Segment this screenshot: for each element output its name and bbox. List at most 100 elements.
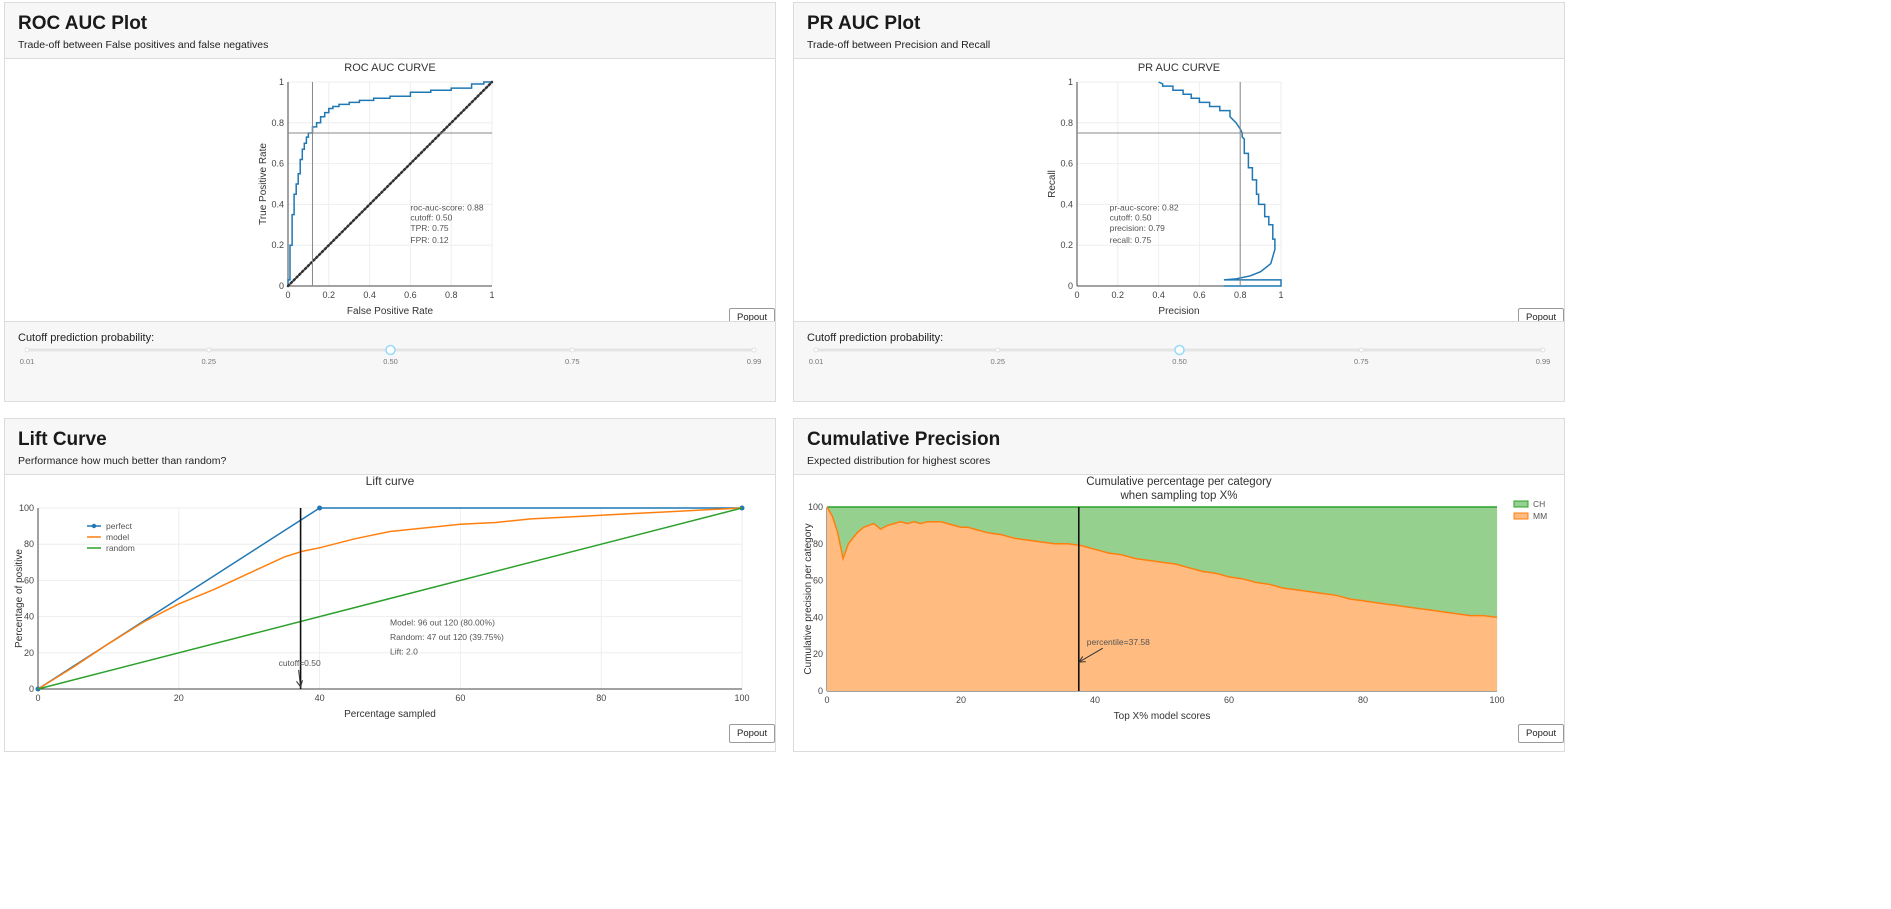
card-subtitle: Expected distribution for highest scores	[807, 455, 991, 467]
x-tick-label: 20	[174, 693, 184, 703]
line-MM	[826, 506, 1498, 619]
cutoff-slider[interactable]: 0.01 0.25 0.50 0.75 0.99	[794, 342, 1564, 392]
perfect-marker	[317, 505, 323, 511]
x-axis-label: False Positive Rate	[347, 306, 434, 317]
slider-dot	[206, 347, 212, 353]
lift-annotation: Lift: 2.0	[390, 647, 418, 657]
metric-annotation: cutoff: 0.50	[1110, 213, 1152, 223]
y-tick-label: 0.6	[271, 159, 284, 169]
roc-chart[interactable]: ROC AUC CURVE 0 0.2 0.4 0.6 0.8 1 0 0.2 0.4 0.6 0.8…	[5, 59, 775, 323]
x-tick-label: 0	[824, 695, 829, 705]
x-tick-label: 1	[1278, 290, 1283, 300]
legend-label: perfect	[106, 521, 133, 531]
pr-chart[interactable]: PR AUC CURVE 0 0.2 0.4 0.6 0.8 1 0 0.2 0.4 0.6 0.8 1…	[794, 59, 1564, 323]
x-tick-label: 80	[1358, 695, 1368, 705]
x-tick-label: 0.4	[1152, 290, 1165, 300]
x-tick-label: 0	[1074, 290, 1079, 300]
y-tick-label: 60	[24, 575, 34, 585]
lift-card: Lift Curve Performance how much better t…	[4, 418, 776, 752]
lift-chart[interactable]: Lift curve 0 20 40 60 80 100 0 20 40 60 80 100 Percen…	[5, 463, 775, 729]
metric-annotation: FPR: 0.12	[410, 235, 449, 245]
metric-annotation: pr-auc-score: 0.82	[1110, 203, 1179, 213]
slider-handle[interactable]	[385, 344, 396, 356]
y-tick-label: 0.8	[271, 118, 284, 128]
x-tick-label: 60	[455, 693, 465, 703]
y-tick-label: 0.6	[1060, 159, 1073, 169]
y-tick-label: 0.4	[1060, 199, 1073, 209]
y-tick-label: 80	[24, 539, 34, 549]
y-axis-label: True Positive Rate	[258, 143, 269, 225]
x-tick-label: 1	[489, 290, 494, 300]
lift-card-header: Lift Curve Performance how much better t…	[5, 419, 775, 475]
annotation-arrowhead	[1077, 656, 1086, 663]
slider-tick-label: 0.99	[747, 357, 762, 366]
y-tick-label: 100	[19, 503, 34, 513]
slider-dot	[569, 347, 575, 353]
x-tick-label: 0.6	[404, 290, 417, 300]
x-tick-label: 0.8	[1234, 290, 1247, 300]
slider-dot	[995, 347, 1001, 353]
cumulative-chart[interactable]: Cumulative percentage per category when s…	[794, 463, 1564, 729]
slider-tick-label: 0.50	[383, 357, 398, 366]
annotation-arrow	[298, 669, 302, 688]
card-title: Cumulative Precision	[807, 429, 1001, 450]
slider-tick-label: 0.01	[809, 357, 824, 366]
pr-card-header: PR AUC Plot Trade-off between Precision …	[794, 3, 1564, 59]
legend-marker	[91, 523, 97, 529]
popout-button[interactable]: Popout	[729, 724, 776, 743]
legend-label: MM	[1533, 511, 1547, 521]
cutoff-slider[interactable]: 0.01 0.25 0.50 0.75 0.99	[5, 342, 775, 392]
y-axis-label: Percentage of positive	[14, 549, 25, 648]
chart-title: ROC AUC CURVE	[344, 62, 435, 74]
popout-button[interactable]: Popout	[1518, 724, 1565, 743]
slider-dot	[813, 347, 819, 353]
slider-label: Cutoff prediction probability:	[18, 332, 155, 344]
x-axis-label: Precision	[1158, 306, 1199, 317]
card-title: Lift Curve	[18, 429, 107, 450]
x-axis-label: Percentage sampled	[344, 709, 436, 720]
slider-handle[interactable]	[1174, 344, 1185, 356]
card-subtitle: Performance how much better than random?	[18, 455, 227, 467]
x-tick-label: 60	[1224, 695, 1234, 705]
percentile-annotation: percentile=37.58	[1087, 637, 1150, 647]
metric-annotation: TPR: 0.75	[410, 223, 449, 233]
roc-card-header: ROC AUC Plot Trade-off between False pos…	[5, 3, 775, 59]
y-tick-label: 0.2	[1060, 240, 1073, 250]
x-tick-label: 0.2	[323, 290, 336, 300]
card-subtitle: Trade-off between False positives and fa…	[18, 39, 269, 51]
y-tick-label: 40	[813, 612, 823, 622]
slider-tick-label: 0.50	[1172, 357, 1187, 366]
chart-title: Lift curve	[366, 474, 415, 488]
annotation-arrowhead	[296, 680, 303, 689]
y-tick-label: 0	[29, 684, 34, 694]
metric-annotation: cutoff: 0.50	[410, 213, 452, 223]
pr-card: PR AUC Plot Trade-off between Precision …	[793, 2, 1565, 402]
slider-dot	[1358, 347, 1364, 353]
lift-series-random	[37, 507, 743, 690]
curve-series-1	[286, 80, 494, 288]
cumulative-card: Cumulative Precision Expected distributi…	[793, 418, 1565, 752]
x-axis-label: Top X% model scores	[1114, 711, 1211, 722]
slider-tick-label: 0.01	[20, 357, 35, 366]
x-tick-label: 0.2	[1112, 290, 1125, 300]
y-tick-label: 20	[813, 649, 823, 659]
legend-swatch	[1513, 500, 1529, 508]
legend-label: random	[106, 543, 135, 553]
x-tick-label: 0	[285, 290, 290, 300]
chart-title: PR AUC CURVE	[1138, 62, 1220, 74]
y-axis-label: Cumulative precision per category	[803, 523, 814, 674]
y-tick-label: 100	[808, 502, 823, 512]
y-tick-label: 0.2	[271, 240, 284, 250]
slider-panel: Cutoff prediction probability: 0.01 0.25 0…	[5, 321, 775, 401]
area-MM	[827, 507, 1497, 691]
legend-label: CH	[1533, 499, 1545, 509]
lift-annotation: Random: 47 out 120 (39.75%)	[390, 632, 504, 642]
y-tick-label: 0.4	[271, 199, 284, 209]
chart-subtitle: when sampling top X%	[1120, 490, 1238, 502]
y-axis-label: Recall	[1047, 170, 1058, 198]
slider-tick-label: 0.75	[565, 357, 580, 366]
slider-tick-label: 0.99	[1536, 357, 1551, 366]
cumulative-card-header: Cumulative Precision Expected distributi…	[794, 419, 1564, 475]
x-tick-label: 0	[35, 693, 40, 703]
card-title: ROC AUC Plot	[18, 13, 148, 34]
